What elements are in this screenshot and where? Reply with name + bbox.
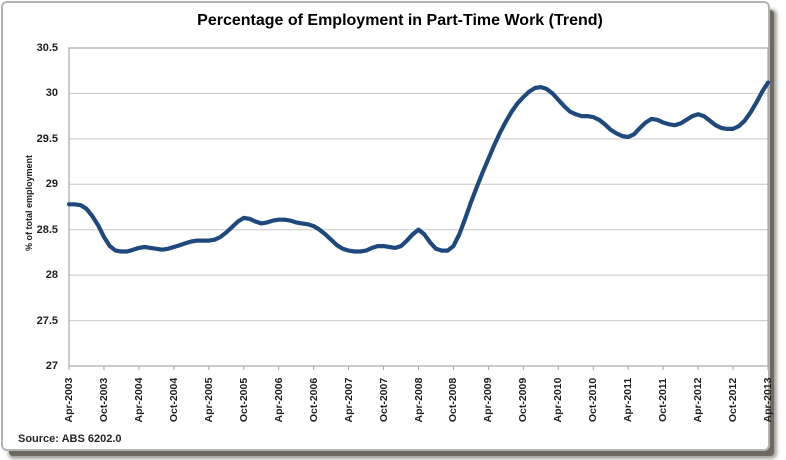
- y-tick-label: 27.5: [36, 314, 58, 327]
- y-tick-label: 29.5: [36, 132, 58, 145]
- x-tick-label: Oct-2010: [587, 377, 600, 423]
- x-tick-label: Oct-2008: [447, 377, 460, 423]
- x-tick-label: Apr-2004: [132, 377, 145, 423]
- image-frame: [1, 1, 770, 451]
- x-tick-label: Oct-2012: [727, 377, 740, 423]
- x-tick-label: Apr-2007: [342, 377, 355, 423]
- x-tick-label: Oct-2004: [167, 377, 180, 423]
- y-tick-label: 30: [45, 87, 58, 100]
- chart-title: Percentage of Employment in Part-Time Wo…: [197, 12, 603, 29]
- x-tick-label: Apr-2006: [272, 377, 285, 423]
- x-tick-label: Apr-2008: [412, 377, 425, 423]
- y-tick-label: 30.5: [36, 42, 58, 54]
- x-tick-label: Oct-2007: [377, 377, 390, 423]
- y-tick-label: 28.5: [36, 223, 58, 236]
- trend-line: [66, 80, 771, 254]
- y-tick-label: 29: [45, 178, 58, 191]
- x-tick-label: Oct-2009: [517, 377, 530, 423]
- x-tick-label: Apr-2012: [692, 377, 705, 423]
- x-tick-label: Apr-2005: [202, 377, 215, 423]
- x-tick-label: Oct-2005: [237, 377, 250, 423]
- x-tick-label: Oct-2011: [657, 378, 670, 422]
- y-tick-label: 27: [45, 360, 58, 372]
- x-tick-label: Apr-2003: [63, 377, 75, 423]
- x-tick-label: Apr-2010: [552, 377, 565, 423]
- plot-border: [68, 47, 769, 367]
- source-note: Source: ABS 6202.0: [18, 433, 122, 445]
- y-tick-label: 28: [45, 269, 58, 282]
- x-tick-label: Apr-2009: [482, 377, 495, 423]
- x-tick-label: Oct-2003: [97, 377, 110, 423]
- x-tick-label: Apr-2013: [762, 377, 774, 423]
- x-tick-label: Apr-2011: [622, 377, 635, 423]
- x-tick-label: Oct-2006: [307, 377, 320, 423]
